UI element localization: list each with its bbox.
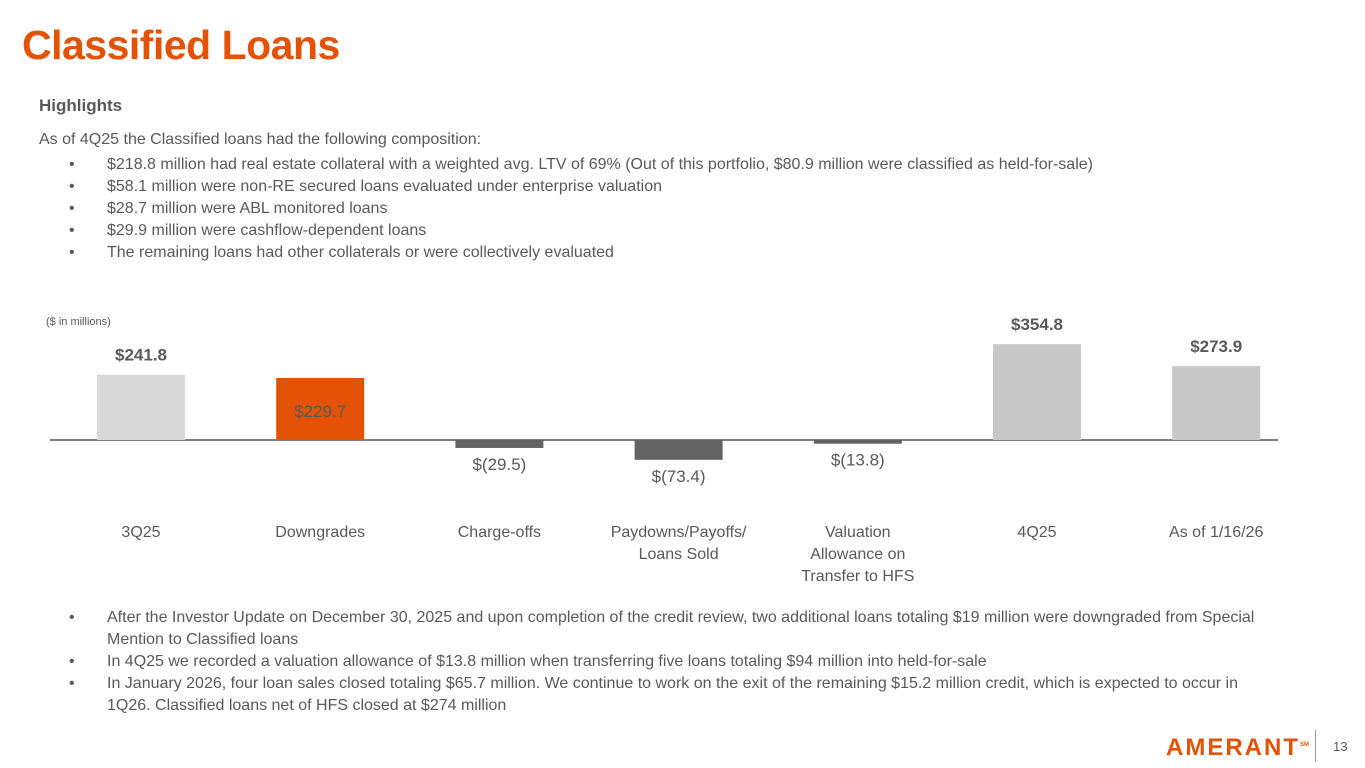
page-title: Classified Loans: [22, 22, 340, 68]
list-item: $28.7 million were ABL monitored loans: [69, 198, 1093, 220]
notes-list: After the Investor Update on December 30…: [69, 607, 1269, 717]
bar: [993, 344, 1081, 440]
list-item: $218.8 million had real estate collatera…: [69, 154, 1093, 176]
list-item: In 4Q25 we recorded a valuation allowanc…: [69, 651, 1269, 673]
category-label: Allowance on: [810, 546, 905, 563]
bar: [276, 377, 365, 440]
classified-loans-chart: $241.8 3Q25 $229.7 Downgrades $(29.5) Charge-…: [50, 315, 1278, 585]
list-item: $29.9 million were cashflow-dependent lo…: [69, 220, 1093, 242]
bar: [1172, 366, 1261, 440]
category-label: Paydowns/Payoffs/: [611, 524, 747, 541]
units-note: ($ in millions): [46, 316, 111, 328]
category-label: Loans Sold: [639, 546, 719, 563]
category-label: As of 1/16/26: [1169, 524, 1263, 541]
category-label: 4Q25: [1017, 524, 1056, 541]
data-label: $273.9: [1190, 337, 1242, 356]
bar: [813, 440, 902, 444]
data-label: $241.8: [115, 346, 167, 365]
highlights-heading: Highlights: [39, 96, 123, 115]
category-label: Downgrades: [275, 524, 365, 541]
list-item: After the Investor Update on December 30…: [69, 607, 1269, 651]
list-item: $58.1 million were non-RE secured loans …: [69, 176, 1093, 198]
list-item: In January 2026, four loan sales closed …: [69, 673, 1269, 717]
amerant-logo: AMERANTSM: [1166, 734, 1309, 762]
data-label: $354.8: [1011, 315, 1063, 334]
category-label: Valuation: [825, 524, 891, 541]
data-label: $(29.5): [472, 455, 526, 474]
category-label: Transfer to HFS: [801, 568, 914, 585]
bar: [634, 440, 723, 460]
page-number: 13: [1333, 739, 1348, 754]
data-label: $229.7: [294, 402, 346, 421]
intro-text: As of 4Q25 the Classified loans had the …: [39, 131, 482, 148]
category-label: Charge-offs: [458, 524, 541, 541]
data-label: $(73.4): [652, 467, 706, 486]
logo-text: AMERANT: [1166, 734, 1300, 761]
composition-list: $218.8 million had real estate collatera…: [69, 154, 1093, 264]
bar: [97, 374, 185, 440]
category-label: 3Q25: [121, 524, 160, 541]
list-item: The remaining loans had other collateral…: [69, 242, 1093, 264]
data-label: $(13.8): [831, 451, 885, 470]
bar: [455, 440, 544, 448]
logo-mark: SM: [1300, 742, 1309, 748]
footer-divider: [1315, 730, 1316, 762]
